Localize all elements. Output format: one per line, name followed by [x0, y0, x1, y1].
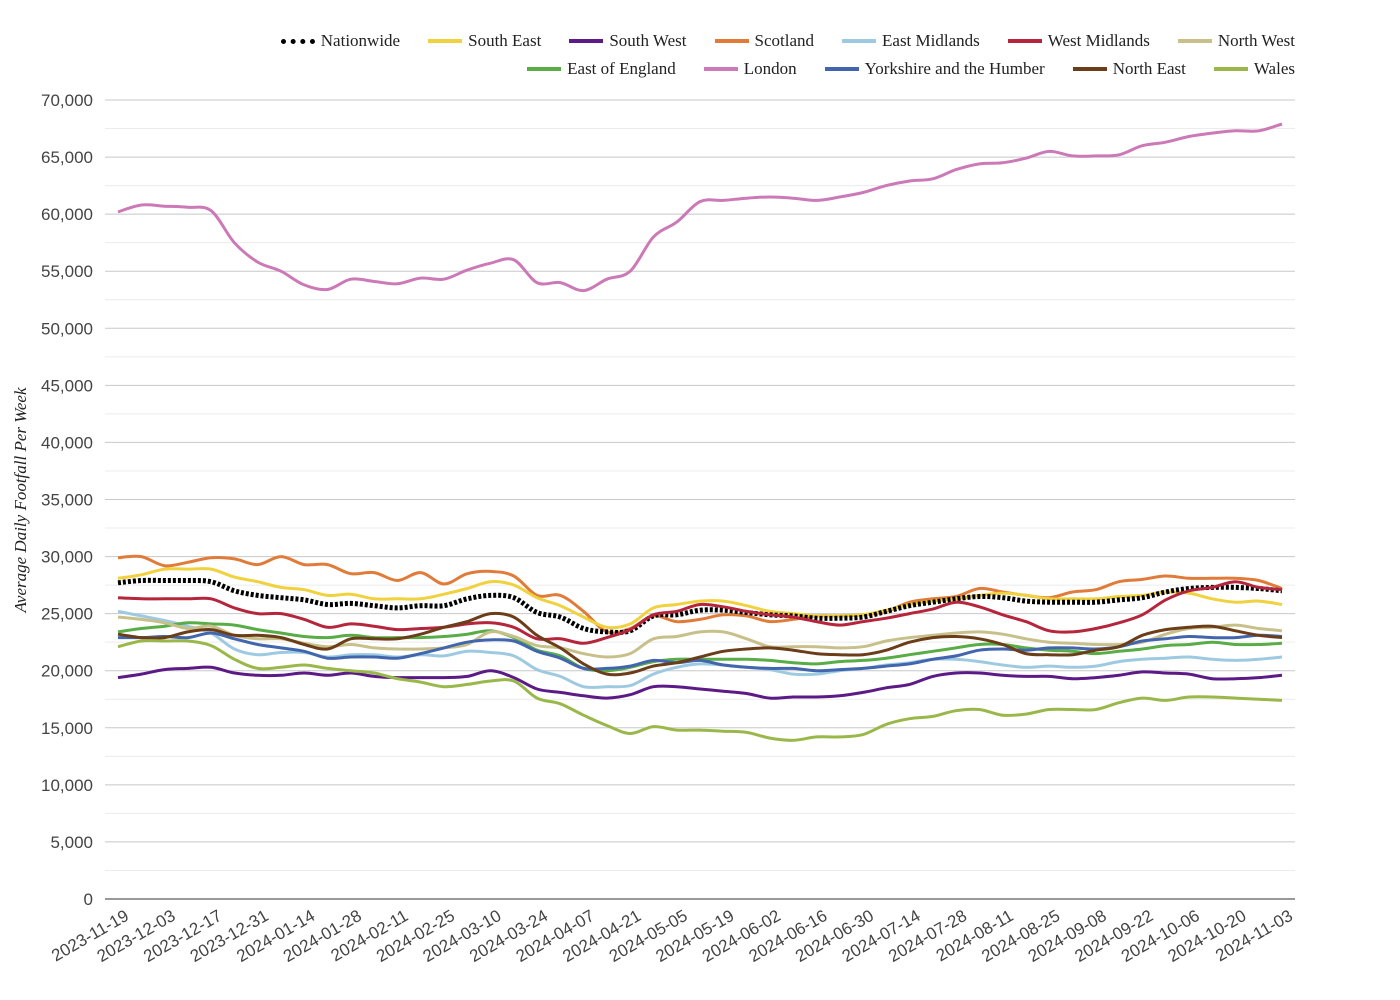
legend-row-2: East of England London Yorkshire and the H…: [499, 59, 1295, 79]
legend-label: Nationwide: [320, 31, 401, 50]
legend-item-london: London: [703, 59, 797, 79]
series-line-nationwide: [117, 577, 1283, 635]
series-line-north-west: [117, 615, 1283, 659]
y-tick-label: 15,000: [41, 719, 93, 738]
y-tick-label: 35,000: [41, 491, 93, 510]
legend-item-south-east: South East: [428, 31, 541, 51]
y-tick-label: 10,000: [41, 776, 93, 795]
legend-swatch: [280, 38, 315, 44]
legend-row-1: Nationwide South East South West Scotland Ea…: [253, 31, 1295, 51]
legend-label: Yorkshire and the Humber: [864, 59, 1045, 78]
legend-item-yorkshire-and-the-humber: Yorkshire and the Humber: [824, 59, 1045, 79]
legend-label: Wales: [1253, 59, 1295, 78]
legend-label: South West: [609, 31, 687, 50]
y-tick-label: 65,000: [41, 148, 93, 167]
y-tick-label: 30,000: [41, 548, 93, 567]
legend-swatch: [527, 67, 562, 71]
legend-label: South East: [468, 31, 542, 50]
legend-item-south-west: South West: [569, 31, 687, 51]
legend-item-nationwide: Nationwide: [280, 31, 401, 51]
series-lines: [117, 122, 1283, 742]
legend-swatch: [703, 67, 738, 71]
legend-swatch: [1213, 67, 1248, 71]
legend-item-north-west: North West: [1177, 31, 1295, 51]
legend-item-east-of-england: East of England: [527, 59, 676, 79]
y-tick-label: 25,000: [41, 605, 93, 624]
series-line-north-east: [117, 611, 1283, 677]
legend-swatch: [824, 67, 859, 71]
series-line-yorkshire-and-the-humber: [117, 631, 1283, 673]
legend-label: East Midlands: [882, 31, 980, 50]
legend-item-scotland: Scotland: [714, 31, 815, 51]
y-tick-label: 0: [84, 890, 93, 909]
y-tick-label: 5,000: [50, 833, 93, 852]
y-tick-label: 20,000: [41, 662, 93, 681]
legend-swatch: [1007, 39, 1042, 43]
y-axis-ticks: 0 5,000 10,000 15,000 20,000 25,000 30,000 35,0…: [41, 91, 93, 909]
legend-label: London: [743, 59, 797, 78]
y-axis-label: Average Daily Footfall Per Week: [11, 387, 30, 613]
legend-label: East of England: [567, 59, 676, 78]
legend-item-wales: Wales: [1213, 59, 1295, 79]
legend-swatch: [428, 39, 463, 43]
legend-swatch: [842, 39, 877, 43]
y-tick-label: 70,000: [41, 91, 93, 110]
y-tick-label: 60,000: [41, 205, 93, 224]
legend-label: North East: [1112, 59, 1186, 78]
series-line-west-midlands: [117, 580, 1283, 645]
legend-label: North West: [1217, 31, 1295, 50]
series-line-london: [117, 122, 1283, 293]
legend-swatch: [1177, 39, 1212, 43]
legend-swatch: [569, 39, 604, 43]
x-axis-ticks: 2023-11-192023-12-032023-12-172023-12-31…: [48, 906, 1296, 966]
series-line-scotland: [117, 554, 1283, 635]
y-tick-label: 40,000: [41, 433, 93, 452]
series-line-wales: [117, 639, 1283, 742]
legend-swatch: [714, 39, 749, 43]
legend-item-west-midlands: West Midlands: [1007, 31, 1150, 51]
legend-swatch: [1072, 67, 1107, 71]
legend-item-north-east: North East: [1072, 59, 1186, 79]
y-tick-label: 45,000: [41, 376, 93, 395]
y-tick-label: 50,000: [41, 319, 93, 338]
grid-lines: [105, 99, 1295, 871]
legend-label: West Midlands: [1047, 31, 1150, 50]
legend-label: Scotland: [754, 31, 815, 50]
y-tick-label: 55,000: [41, 262, 93, 281]
series-line-south-east: [117, 567, 1283, 630]
legend-item-east-midlands: East Midlands: [842, 31, 980, 51]
series-line-south-west: [117, 665, 1283, 700]
